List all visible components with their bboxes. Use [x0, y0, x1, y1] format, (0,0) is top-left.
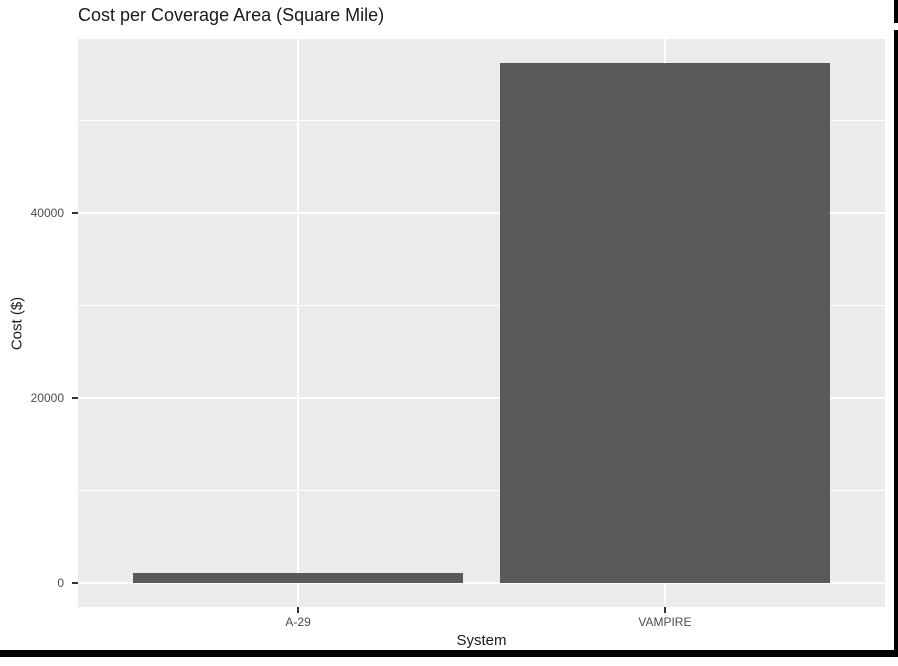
major-gridline — [78, 396, 885, 399]
x-tick-mark — [297, 607, 300, 613]
bar-a-29 — [133, 572, 464, 583]
window-border-right — [894, 30, 898, 650]
major-gridline — [78, 211, 885, 214]
x-tick-label: VAMPIRE — [638, 615, 692, 629]
bar-vampire — [499, 63, 830, 583]
plot-panel — [78, 39, 885, 607]
minor-gridline — [78, 304, 885, 306]
y-tick-label: 20000 — [30, 390, 64, 405]
major-gridline — [78, 581, 885, 584]
x-tick-mark — [663, 607, 666, 613]
minor-gridline — [78, 489, 885, 491]
category-gridline — [297, 39, 300, 607]
chart-title: Cost per Coverage Area (Square Mile) — [78, 5, 385, 25]
minor-gridline — [78, 119, 885, 121]
y-tick-label: 0 — [57, 575, 64, 590]
window-border-right-top — [894, 0, 898, 23]
window-border-bottom — [0, 650, 898, 657]
x-axis-title: System — [456, 632, 507, 649]
y-axis-title: Cost ($) — [8, 296, 26, 351]
y-tick-label: 40000 — [30, 205, 64, 220]
x-tick-label: A-29 — [285, 615, 311, 629]
